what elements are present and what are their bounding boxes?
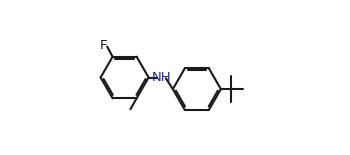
Text: NH: NH [152,71,172,84]
Text: F: F [100,39,107,52]
